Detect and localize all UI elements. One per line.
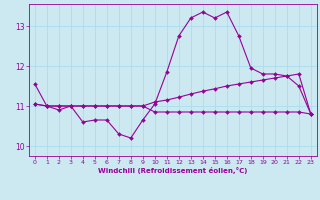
X-axis label: Windchill (Refroidissement éolien,°C): Windchill (Refroidissement éolien,°C) — [98, 167, 247, 174]
